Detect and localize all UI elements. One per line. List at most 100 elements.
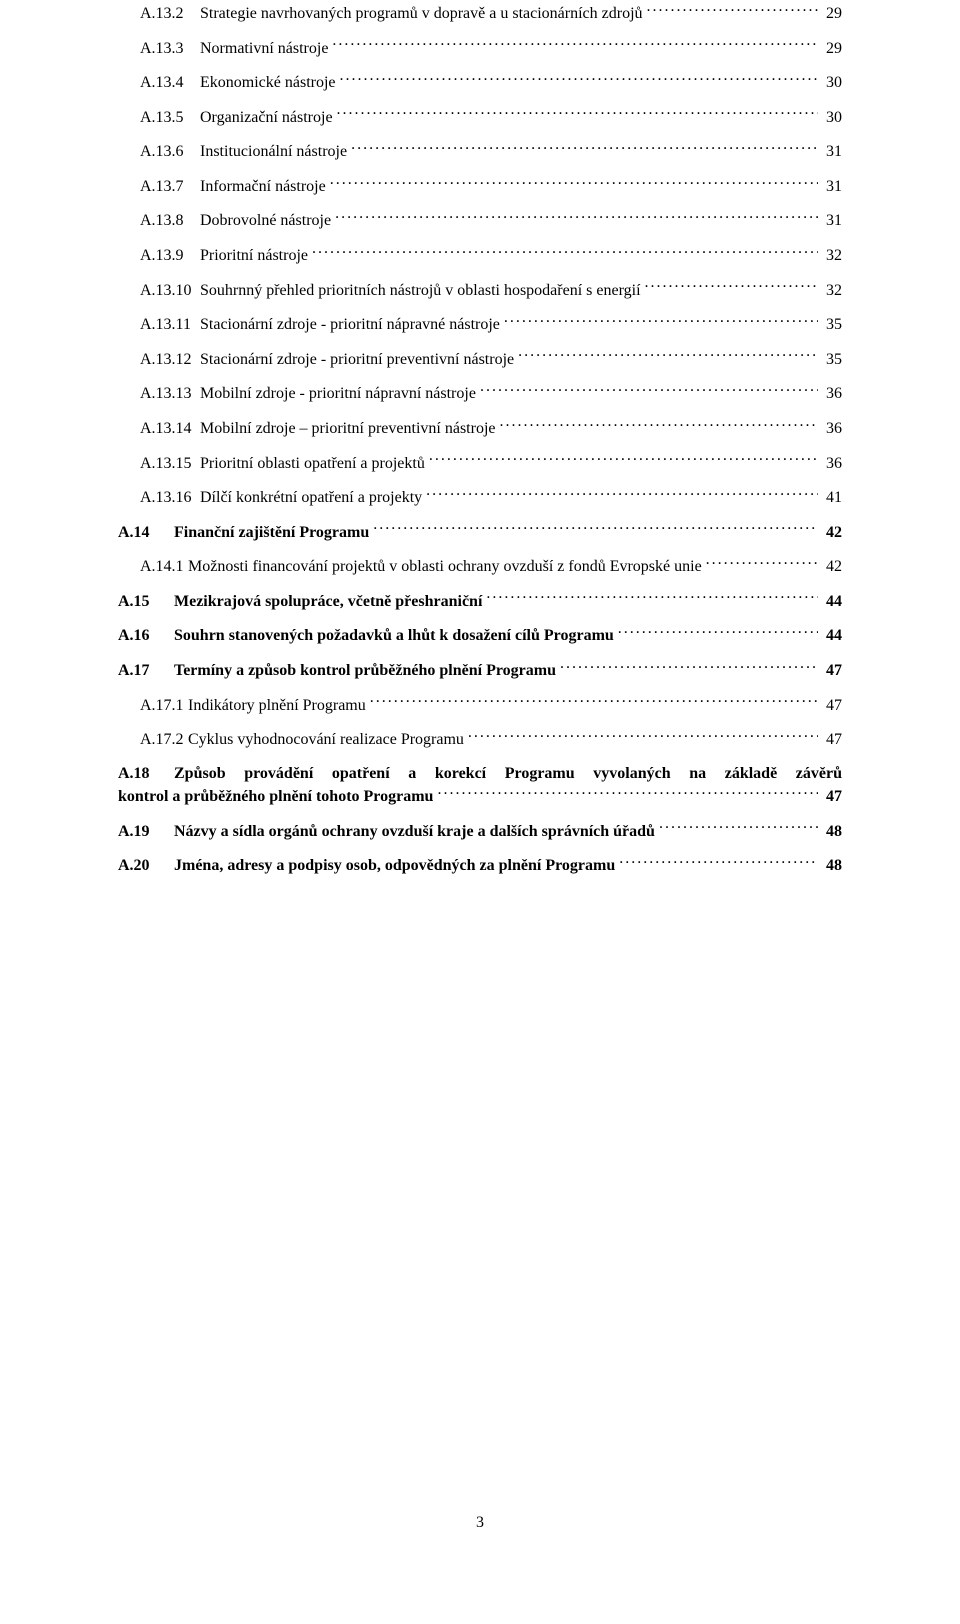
toc-number: A.13.6: [118, 141, 200, 163]
toc-page: 48: [822, 855, 842, 877]
toc-page: 31: [822, 141, 842, 163]
toc-page: 36: [822, 418, 842, 440]
toc-entry: A.17Termíny a způsob kontrol průběžného …: [118, 659, 842, 682]
toc-label: Ekonomické nástroje: [200, 72, 336, 94]
toc-number: A.14.1: [118, 556, 188, 578]
toc-entry: A.20Jména, adresy a podpisy osob, odpově…: [118, 854, 842, 877]
toc-number: A.13.12: [118, 349, 200, 371]
toc-page: 32: [822, 245, 842, 267]
toc-label: Institucionální nástroje: [200, 141, 347, 163]
toc-entry: A.17.2Cyklus vyhodnocování realizace Pro…: [118, 728, 842, 751]
toc-number: A.13.16: [118, 487, 200, 509]
toc-leader: [500, 417, 819, 433]
toc-label: Stacionární zdroje - prioritní preventiv…: [200, 349, 514, 371]
toc-leader: [618, 624, 818, 640]
toc-label: kontrol a průběžného plnění tohoto Progr…: [118, 786, 433, 808]
toc-label: Dílčí konkrétní opatření a projekty: [200, 487, 422, 509]
toc-number: A.13.5: [118, 107, 200, 129]
toc-entry: A.15Mezikrajová spolupráce, včetně přesh…: [118, 590, 842, 613]
toc-page: 41: [822, 487, 842, 509]
toc-entry: A.13.11Stacionární zdroje - prioritní ná…: [118, 313, 842, 336]
toc-leader: [429, 452, 818, 468]
toc-label: Normativní nástroje: [200, 38, 328, 60]
toc-entry: A.19Názvy a sídla orgánů ochrany ovzduší…: [118, 820, 842, 843]
toc-number: A.13.7: [118, 176, 200, 198]
toc-number: A.13.13: [118, 383, 200, 405]
toc-leader: [659, 820, 818, 836]
table-of-contents: A.13.2Strategie navrhovaných programů v …: [118, 2, 842, 878]
toc-number: A.17: [118, 660, 174, 682]
toc-leader: [332, 37, 818, 53]
toc-entry: A.13.15Prioritní oblasti opatření a proj…: [118, 452, 842, 475]
toc-entry: A.13.14Mobilní zdroje – prioritní preven…: [118, 417, 842, 440]
toc-leader: [340, 71, 818, 87]
toc-entry: A.13.5Organizační nástroje30: [118, 106, 842, 129]
toc-label: Názvy a sídla orgánů ochrany ovzduší kra…: [174, 821, 655, 843]
toc-label: Strategie navrhovaných programů v doprav…: [200, 3, 643, 25]
toc-leader: [437, 785, 818, 801]
toc-page: 32: [822, 280, 842, 302]
toc-entry: A.13.9Prioritní nástroje32: [118, 244, 842, 267]
toc-number: A.16: [118, 625, 174, 647]
toc-page: 35: [822, 314, 842, 336]
toc-label: Souhrnný přehled prioritních nástrojů v …: [200, 280, 641, 302]
toc-entry: A.13.3Normativní nástroje29: [118, 37, 842, 60]
toc-number: A.19: [118, 821, 174, 843]
page-number: 3: [0, 1514, 960, 1532]
toc-page: 42: [822, 522, 842, 544]
toc-leader: [706, 555, 818, 571]
toc-number: A.13.2: [118, 3, 200, 25]
toc-page: 36: [822, 453, 842, 475]
toc-label: Dobrovolné nástroje: [200, 210, 331, 232]
toc-label: Informační nástroje: [200, 176, 326, 198]
toc-leader: [486, 590, 818, 606]
toc-leader: [645, 279, 818, 295]
toc-label: Indikátory plnění Programu: [188, 695, 366, 717]
toc-label: Cyklus vyhodnocování realizace Programu: [188, 729, 464, 751]
toc-leader: [518, 348, 818, 364]
toc-leader: [468, 728, 818, 744]
toc-entry: A.13.7Informační nástroje 31: [118, 175, 842, 198]
toc-label: Souhrn stanovených požadavků a lhůt k do…: [174, 625, 614, 647]
toc-label: Způsob provádění opatření a korekcí Prog…: [174, 763, 842, 785]
toc-page: 44: [822, 591, 842, 613]
toc-number: A.14: [118, 522, 174, 544]
toc-page: 30: [822, 107, 842, 129]
toc-entry: A.18Způsob provádění opatření a korekcí …: [118, 763, 842, 809]
toc-page: 31: [822, 210, 842, 232]
toc-leader: [504, 313, 818, 329]
toc-page: 48: [822, 821, 842, 843]
toc-label: Mobilní zdroje – prioritní preventivní n…: [200, 418, 496, 440]
toc-leader: [370, 694, 818, 710]
toc-entry: A.13.10Souhrnný přehled prioritních nást…: [118, 279, 842, 302]
toc-page: 47: [822, 786, 842, 808]
toc-number: A.17.2: [118, 729, 188, 751]
toc-page: 36: [822, 383, 842, 405]
toc-label: Mobilní zdroje - prioritní nápravní nást…: [200, 383, 476, 405]
toc-number: A.15: [118, 591, 174, 613]
toc-entry: A.14Finanční zajištění Programu42: [118, 521, 842, 544]
toc-leader: [312, 244, 818, 260]
toc-leader: [337, 106, 818, 122]
toc-number: A.13.14: [118, 418, 200, 440]
toc-label: Termíny a způsob kontrol průběžného plně…: [174, 660, 556, 682]
toc-page: 29: [822, 3, 842, 25]
toc-number: A.17.1: [118, 695, 188, 717]
toc-leader: [619, 854, 818, 870]
toc-entry: A.17.1Indikátory plnění Programu47: [118, 694, 842, 717]
toc-leader: [426, 486, 818, 502]
toc-number: A.20: [118, 855, 174, 877]
toc-leader: [335, 209, 818, 225]
toc-page: 47: [822, 729, 842, 751]
toc-entry: A.16Souhrn stanovených požadavků a lhůt …: [118, 624, 842, 647]
toc-leader: [560, 659, 818, 675]
toc-entry: A.13.16Dílčí konkrétní opatření a projek…: [118, 486, 842, 509]
toc-entry: A.14.1Možnosti financování projektů v ob…: [118, 555, 842, 578]
toc-label: Prioritní nástroje: [200, 245, 308, 267]
toc-entry: A.13.12Stacionární zdroje - prioritní pr…: [118, 348, 842, 371]
toc-number: A.13.8: [118, 210, 200, 232]
toc-page: 31: [822, 176, 842, 198]
toc-leader: [373, 521, 818, 537]
toc-leader: [480, 382, 818, 398]
toc-leader: [330, 175, 818, 191]
